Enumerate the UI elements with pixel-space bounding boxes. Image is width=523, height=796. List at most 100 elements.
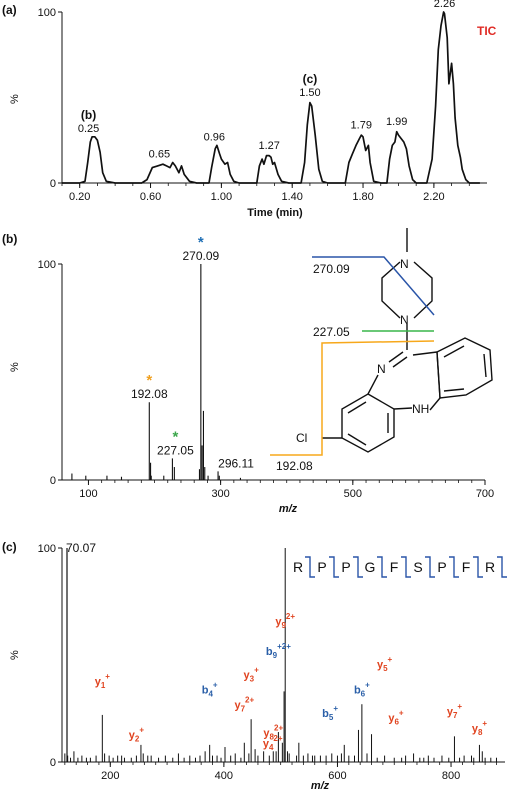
peak-label: 270.09	[183, 249, 220, 263]
panel-c-labels: 70.07 y1+ y2+ b4+ y72+ y3+ y82+ b9+2+ y92+ y42+ b5…	[66, 541, 487, 752]
sequence-residue: S	[413, 559, 422, 575]
c-n-double-a	[392, 356, 408, 368]
tic-annotation: TIC	[477, 24, 497, 38]
lb-inner-3	[347, 433, 367, 446]
peak-label: 1.27	[258, 140, 279, 152]
fragment-bracket	[353, 556, 363, 578]
x-tick-label: 1.40	[281, 191, 302, 203]
rb-inner-3	[443, 388, 465, 392]
ion-label: y42+	[263, 734, 283, 752]
sequence-residue: R	[485, 559, 495, 575]
atom-n3: N	[377, 362, 386, 376]
sequence-residue: P	[341, 559, 350, 575]
x-tick-label: 1.80	[352, 191, 373, 203]
y-tick-label: 0	[50, 475, 56, 487]
sequence-residue: F	[462, 559, 471, 575]
frag-270-line	[312, 256, 435, 316]
ion-label: b6+	[354, 681, 370, 699]
peak-label: 2.26	[434, 0, 455, 10]
panel-c-label: (c)	[2, 540, 17, 554]
ion-label: y1+	[95, 672, 111, 690]
frag-227-label: 227.05	[313, 325, 350, 339]
x-tick-label: 800	[442, 770, 460, 782]
peak-star: *	[198, 234, 204, 251]
panel-a-label: (a)	[2, 3, 17, 17]
panel-a-axes: 0 100 0.20 0.60 1.00 1.40 1.80 2.20	[38, 7, 487, 203]
ion-label: y5+	[377, 655, 393, 673]
right-benzene	[436, 337, 493, 399]
panel-a: (a) TIC % Time (min) 0 100 0.20 0.60 1.00 1.4…	[2, 0, 497, 219]
ion-label: y7+	[447, 702, 463, 720]
ion-label: y82+	[263, 723, 283, 741]
peak-label: 0.65	[149, 148, 170, 160]
panel-b-xlabel: m/z	[279, 503, 298, 515]
fragment-bracket	[305, 556, 315, 578]
frag-192-label: 192.08	[276, 459, 313, 473]
y-tick-label: 100	[38, 543, 56, 555]
panel-a-labels: 0.25 0.65 0.96 1.27 1.50 1.79 1.99 2.26 (b) (c)	[78, 0, 455, 160]
ion-label: b9+2+	[266, 642, 291, 660]
piperazine-left	[381, 261, 401, 319]
atom-n2: N	[400, 313, 409, 327]
sequence-residue: P	[437, 559, 446, 575]
sequence-residue: G	[365, 559, 376, 575]
frag-192-line	[270, 340, 435, 456]
atom-nh: NH	[412, 402, 429, 416]
panel-a-xlabel: Time (min)	[247, 207, 303, 219]
c-n-double-b	[388, 351, 404, 363]
sequence-residue: F	[390, 559, 399, 575]
x-tick-label: 200	[101, 770, 119, 782]
sequence-residue: R	[293, 559, 303, 575]
ion-label: y3+	[244, 666, 260, 684]
ion-label: y8+	[472, 719, 488, 737]
panel-c-axes: 0 100 200 400 600 800	[38, 543, 505, 782]
panel-c-xlabel: m/z	[311, 780, 330, 792]
peak-label: 192.08	[131, 387, 168, 401]
ring-bond-4	[429, 397, 441, 411]
ring-bond-2	[367, 374, 379, 395]
panel-b-label: (b)	[2, 232, 17, 246]
atom-n1: N	[400, 257, 409, 271]
fragment-bracket	[377, 556, 387, 578]
rb-inner-1	[443, 345, 465, 358]
clozapine-structure	[322, 228, 493, 453]
tic-trace	[62, 11, 480, 184]
fragment-bracket	[329, 556, 339, 578]
panel-b-ylabel: %	[9, 362, 21, 372]
peak-label: 1.79	[351, 119, 372, 131]
peak-star: *	[146, 372, 152, 389]
ring-bond-1	[412, 351, 438, 356]
peak-label: 296.11	[218, 456, 254, 470]
x-tick-label: 2.20	[423, 191, 444, 203]
fragment-bracket	[425, 556, 435, 578]
ion-label: y72+	[234, 696, 254, 714]
frag-270-label: 270.09	[313, 262, 350, 276]
panel-b-axes: 0 100 100 300 500 700	[38, 259, 495, 500]
y-tick-label: 100	[38, 259, 56, 271]
rb-inner-2	[483, 353, 487, 378]
x-tick-label: 600	[328, 770, 346, 782]
x-tick-label: 0.20	[69, 191, 90, 203]
x-tick-label: 400	[215, 770, 233, 782]
x-tick-label: 100	[79, 488, 97, 500]
nh-bond	[393, 407, 413, 410]
piperazine-right	[413, 261, 433, 319]
lb-inner-1	[347, 401, 367, 414]
peak-label: 1.99	[386, 116, 407, 128]
left-benzene	[341, 393, 395, 453]
panel-b-labels: 270.09*192.08*227.05*296.11	[131, 234, 254, 470]
y-tick-label: 0	[50, 178, 56, 190]
peak-label: 1.50	[299, 87, 320, 99]
ion-label: b5+	[322, 704, 338, 722]
fragment-bracket	[449, 556, 459, 578]
panel-c-ylabel: %	[9, 650, 21, 660]
ion-label: y92+	[275, 612, 295, 630]
x-tick-label: 1.00	[211, 191, 232, 203]
fragment-bracket	[401, 556, 411, 578]
fragment-bracket	[497, 556, 507, 578]
peak-tag: (b)	[81, 108, 96, 122]
peak-label: 70.07	[66, 541, 96, 555]
panel-a-ylabel: %	[9, 94, 21, 104]
